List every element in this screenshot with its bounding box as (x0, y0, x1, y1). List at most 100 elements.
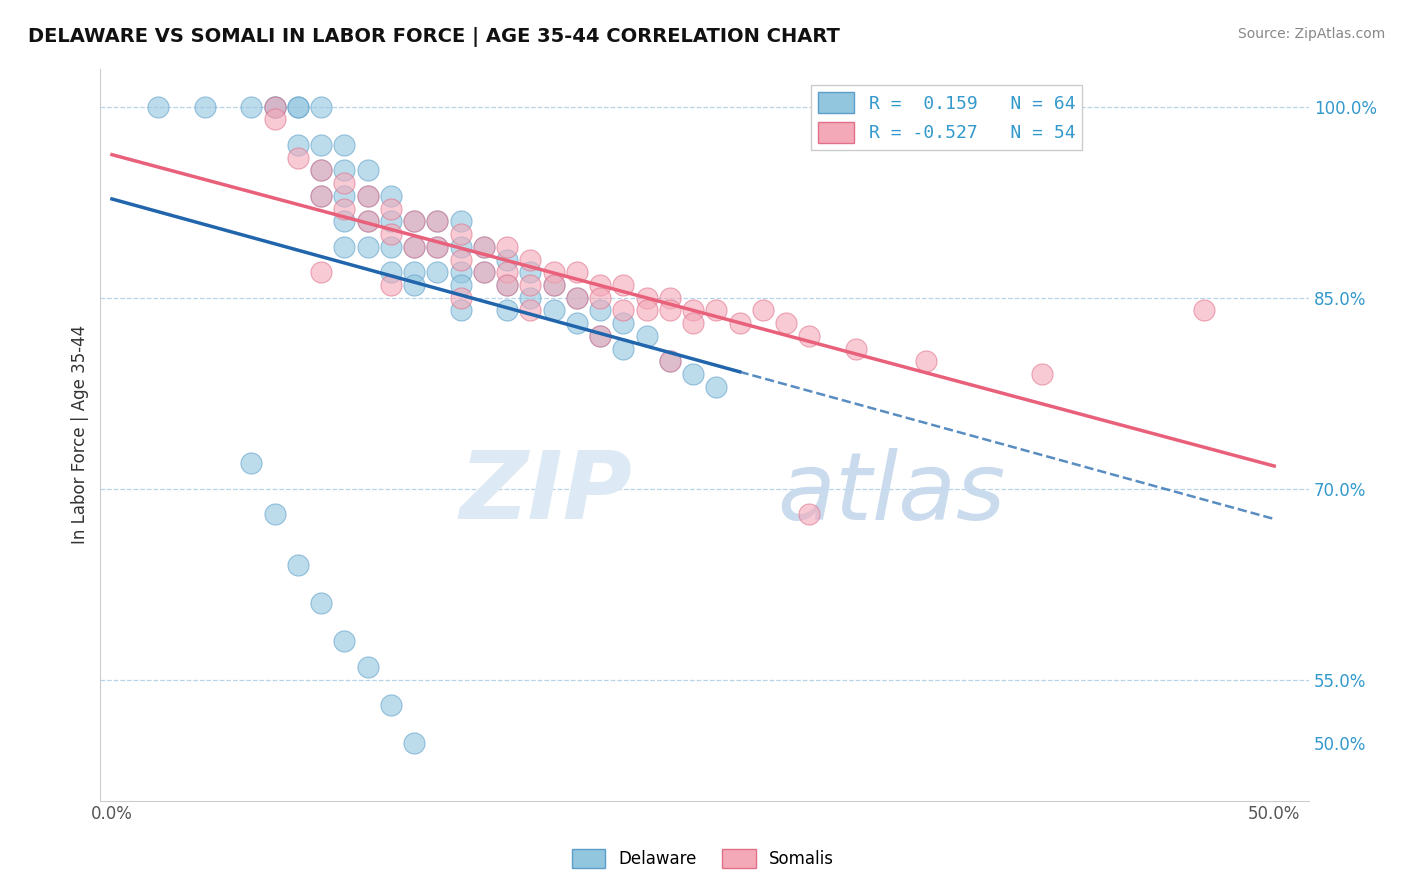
Point (519, 265, 541, 279)
Text: atlas: atlas (778, 448, 1005, 539)
Point (543, 265, 565, 279)
Point (752, 303, 775, 318)
Point (589, 329, 612, 343)
Point (309, 163, 332, 178)
Point (658, 354, 681, 368)
Point (404, 240, 426, 254)
Point (356, 163, 378, 178)
Point (263, 507, 285, 521)
Point (472, 240, 495, 254)
Point (472, 240, 495, 254)
Point (356, 189, 378, 203)
Point (404, 265, 426, 279)
Point (380, 189, 402, 203)
Point (589, 291, 612, 305)
Point (380, 240, 402, 254)
Point (380, 277, 402, 292)
Point (589, 329, 612, 343)
Point (263, 112, 285, 127)
Point (496, 277, 519, 292)
Point (309, 137, 332, 152)
Point (287, 100, 309, 114)
Y-axis label: In Labor Force | Age 35-44: In Labor Force | Age 35-44 (72, 325, 89, 544)
Point (380, 265, 402, 279)
Point (287, 151, 309, 165)
Point (426, 265, 449, 279)
Point (240, 456, 263, 470)
Point (612, 316, 634, 330)
Point (309, 163, 332, 178)
Point (287, 100, 309, 114)
Point (380, 214, 402, 228)
Legend: R =  0.159   N = 64, R = -0.527   N = 54: R = 0.159 N = 64, R = -0.527 N = 54 (811, 85, 1083, 150)
Point (426, 240, 449, 254)
Point (426, 214, 449, 228)
Point (658, 291, 681, 305)
Point (565, 316, 588, 330)
Point (426, 214, 449, 228)
Point (450, 265, 472, 279)
Point (380, 698, 402, 713)
Point (775, 316, 797, 330)
Point (356, 660, 378, 674)
Point (612, 277, 634, 292)
Point (472, 265, 495, 279)
Point (799, 507, 821, 521)
Point (682, 303, 704, 318)
Point (704, 380, 727, 394)
Text: Source: ZipAtlas.com: Source: ZipAtlas.com (1237, 27, 1385, 41)
Point (636, 329, 658, 343)
Point (496, 265, 519, 279)
Point (612, 303, 634, 318)
Point (240, 100, 263, 114)
Point (496, 240, 519, 254)
Point (450, 303, 472, 318)
Point (404, 214, 426, 228)
Point (472, 265, 495, 279)
Point (450, 252, 472, 267)
Point (356, 214, 378, 228)
Legend: Delaware, Somalis: Delaware, Somalis (565, 842, 841, 875)
Point (496, 277, 519, 292)
Point (519, 303, 541, 318)
Point (682, 367, 704, 381)
Text: DELAWARE VS SOMALI IN LABOR FORCE | AGE 35-44 CORRELATION CHART: DELAWARE VS SOMALI IN LABOR FORCE | AGE … (28, 27, 839, 46)
Point (309, 189, 332, 203)
Point (356, 240, 378, 254)
Point (704, 303, 727, 318)
Point (333, 214, 356, 228)
Point (356, 189, 378, 203)
Point (380, 227, 402, 241)
Point (309, 100, 332, 114)
Point (799, 329, 821, 343)
Point (496, 252, 519, 267)
Point (333, 163, 356, 178)
Point (263, 100, 285, 114)
Point (543, 303, 565, 318)
Point (404, 214, 426, 228)
Point (728, 316, 751, 330)
Point (565, 291, 588, 305)
Point (1194, 303, 1216, 318)
Point (333, 240, 356, 254)
Point (333, 202, 356, 216)
Point (426, 240, 449, 254)
Point (450, 227, 472, 241)
Point (565, 265, 588, 279)
Point (287, 137, 309, 152)
Point (682, 316, 704, 330)
Point (519, 291, 541, 305)
Point (565, 291, 588, 305)
Point (450, 291, 472, 305)
Point (658, 303, 681, 318)
Point (333, 634, 356, 648)
Point (404, 240, 426, 254)
Point (404, 736, 426, 750)
Point (450, 214, 472, 228)
Point (519, 277, 541, 292)
Point (263, 100, 285, 114)
Point (194, 100, 217, 114)
Point (333, 189, 356, 203)
Point (450, 240, 472, 254)
Point (333, 137, 356, 152)
